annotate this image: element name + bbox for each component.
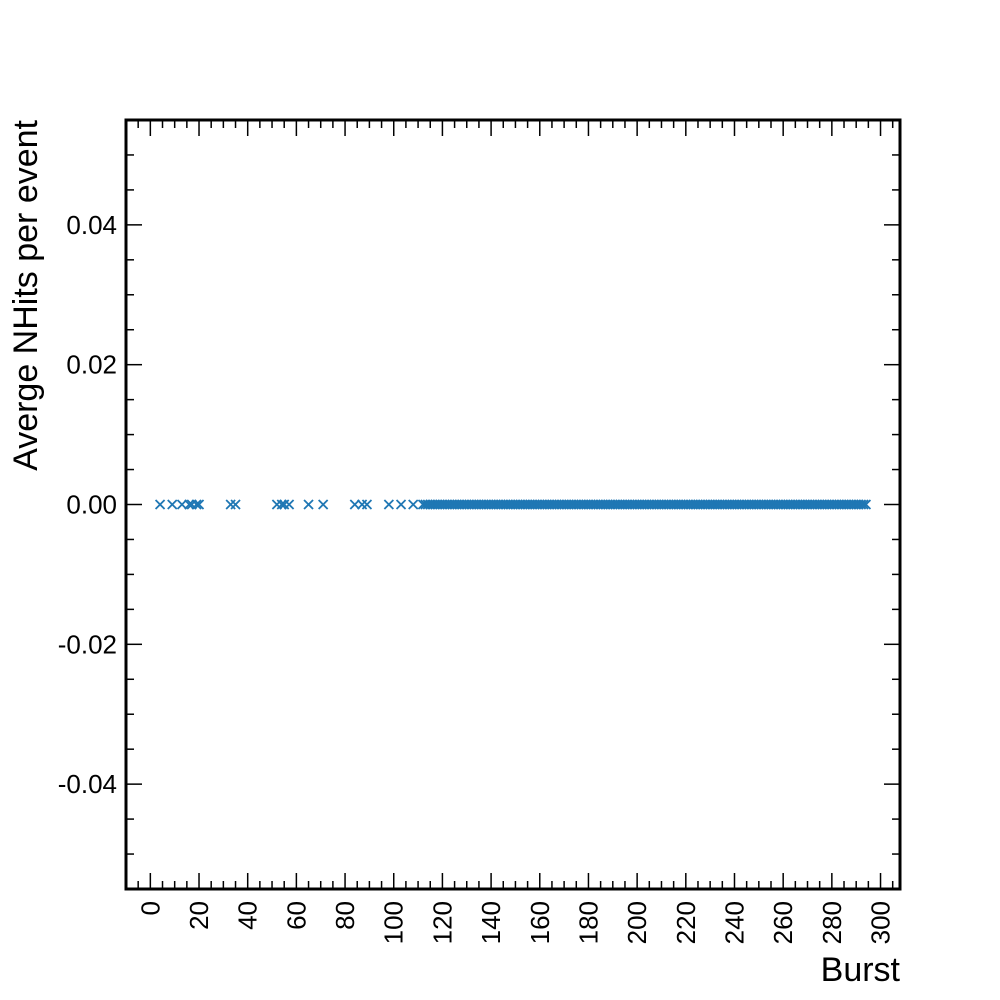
x-tick-label: 260 — [768, 901, 798, 944]
tick-labels: 0 20 40 60 80 100 120 140 160 180 200 220 240 260 280 3… — [58, 210, 896, 945]
data-point — [860, 499, 872, 510]
y-tick-label: 0.04 — [66, 210, 117, 240]
data-point — [361, 499, 373, 510]
y-axis-title: Averge NHits per event — [7, 119, 45, 470]
x-tick-label: 120 — [427, 901, 457, 944]
data-point — [318, 499, 329, 510]
data-points — [154, 499, 872, 510]
x-tick-label: 160 — [525, 901, 555, 944]
x-tick-label: 100 — [379, 901, 409, 944]
x-tick-label: 40 — [233, 901, 263, 930]
x-tick-label: 220 — [671, 901, 701, 944]
x-axis-title: Burst — [821, 951, 901, 989]
x-tick-label: 200 — [622, 901, 652, 944]
data-point — [356, 499, 368, 510]
data-point — [191, 499, 202, 510]
data-point — [349, 499, 360, 510]
data-point — [193, 499, 205, 510]
data-point — [276, 499, 287, 510]
data-point — [383, 499, 395, 510]
data-point — [395, 499, 407, 510]
data-point — [230, 499, 241, 510]
x-tick-label: 0 — [135, 901, 165, 915]
axis-ticks — [126, 119, 900, 890]
x-tick-label: 80 — [330, 901, 360, 930]
data-point — [408, 499, 419, 510]
x-tick-label: 300 — [866, 901, 896, 944]
data-point — [167, 499, 178, 510]
y-tick-label: 0.02 — [66, 350, 117, 380]
x-tick-label: 60 — [281, 901, 311, 930]
data-point — [176, 499, 188, 510]
data-point — [225, 499, 236, 510]
data-point — [303, 499, 314, 510]
data-point — [858, 499, 869, 510]
y-tick-label: -0.04 — [58, 769, 117, 799]
data-point — [154, 499, 166, 510]
data-point — [184, 499, 195, 510]
y-tick-label: -0.02 — [58, 629, 117, 659]
x-tick-label: 240 — [719, 901, 749, 944]
x-tick-label: 180 — [573, 901, 603, 944]
y-tick-label: 0.00 — [66, 490, 117, 520]
x-tick-label: 280 — [817, 901, 847, 944]
data-point — [283, 499, 295, 510]
x-tick-label: 20 — [184, 901, 214, 930]
x-tick-label: 140 — [476, 901, 506, 944]
